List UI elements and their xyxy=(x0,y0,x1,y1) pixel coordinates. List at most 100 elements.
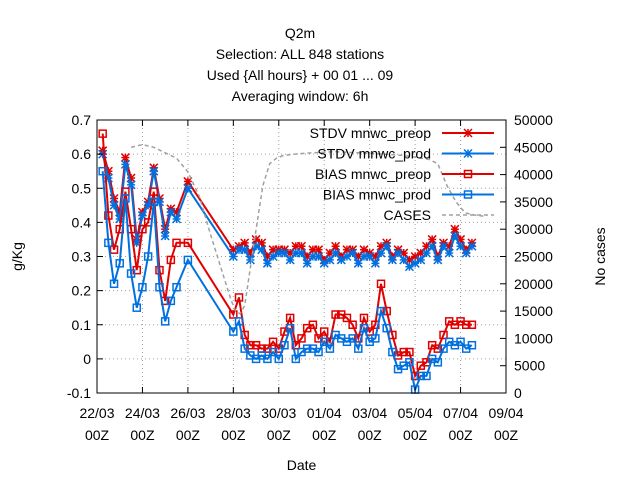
data-point xyxy=(399,347,408,357)
data-point xyxy=(257,245,267,255)
data-point xyxy=(132,303,142,312)
data-point xyxy=(325,255,335,265)
data-point xyxy=(104,238,113,248)
data-point xyxy=(160,317,170,326)
data-point xyxy=(376,306,386,316)
data-point xyxy=(149,197,159,207)
data-point xyxy=(444,248,454,258)
legend-marker xyxy=(463,128,473,138)
series-4 xyxy=(130,143,484,315)
x-tick-label-date: 03/04 xyxy=(352,405,387,421)
data-point xyxy=(120,153,130,163)
data-point xyxy=(421,248,432,258)
data-point xyxy=(149,187,159,196)
data-point xyxy=(405,347,414,357)
data-point xyxy=(263,354,272,364)
data-point xyxy=(450,224,460,234)
chart-title: Q2m Selection: ALL 848 stations Used {All … xyxy=(207,25,394,104)
data-point xyxy=(285,323,295,333)
x-tick-label-hour: 00Z xyxy=(358,427,383,443)
data-point xyxy=(467,340,477,350)
legend-label: STDV mnwc_preop xyxy=(310,125,432,141)
data-point xyxy=(348,248,358,258)
data-point xyxy=(296,241,307,251)
data-point xyxy=(285,313,295,323)
y-tick-label: 0.1 xyxy=(72,317,92,333)
data-point xyxy=(456,241,466,251)
data-point xyxy=(422,371,431,381)
data-point xyxy=(370,258,380,268)
data-point xyxy=(302,344,312,353)
y2-tick-label: 45000 xyxy=(514,139,553,155)
data-point xyxy=(302,258,312,268)
data-point xyxy=(308,320,318,329)
data-point xyxy=(405,358,414,367)
y2-tick-label: 40000 xyxy=(514,167,553,183)
y2-tick-label: 20000 xyxy=(514,276,553,292)
data-point xyxy=(348,320,357,329)
data-point xyxy=(285,255,295,265)
data-point xyxy=(354,344,363,353)
y-tick-label: 0.4 xyxy=(72,214,92,230)
data-point xyxy=(416,371,426,381)
data-point xyxy=(183,238,193,248)
data-point xyxy=(456,337,465,347)
x-tick-label-hour: 00Z xyxy=(403,427,428,443)
data-point xyxy=(274,354,284,364)
data-point xyxy=(416,255,426,265)
data-point xyxy=(262,258,272,268)
x-tick-label-hour: 00Z xyxy=(312,427,337,443)
y2-tick-label: 15000 xyxy=(514,303,553,319)
x-tick-label-date: 22/03 xyxy=(79,405,114,421)
data-point xyxy=(359,313,369,323)
legend-marker xyxy=(463,190,473,199)
data-point xyxy=(126,269,136,278)
x-tick-label-date: 09/04 xyxy=(488,405,523,421)
data-point xyxy=(359,323,369,333)
y2-tick-label: 30000 xyxy=(514,221,553,237)
data-point xyxy=(166,296,176,306)
data-point xyxy=(467,320,477,329)
y2-tick-label: 35000 xyxy=(514,194,553,210)
data-point xyxy=(331,241,341,251)
data-point xyxy=(439,330,448,340)
x-tick-label-date: 28/03 xyxy=(216,405,251,421)
data-point xyxy=(138,224,147,234)
x-axis-label: Date xyxy=(287,457,317,473)
x-tick-label-date: 05/04 xyxy=(398,405,433,421)
data-point xyxy=(115,259,124,268)
data-point xyxy=(461,248,471,258)
y-tick-label: 0.3 xyxy=(72,249,92,265)
data-point xyxy=(98,129,107,138)
y-axis-label: g/Kg xyxy=(9,242,25,271)
data-point xyxy=(319,337,329,347)
title-line: Used {All hours} + 00 01 ... 09 xyxy=(207,67,394,83)
x-tick-label-hour: 00Z xyxy=(267,427,292,443)
legend: STDV mnwc_preop STDV mnwc_prod BIAS mnwc_p… xyxy=(310,125,494,223)
data-point xyxy=(280,340,289,350)
data-point xyxy=(143,252,153,261)
data-point xyxy=(399,255,409,265)
data-point xyxy=(172,282,181,292)
legend-label: BIAS mnwc_preop xyxy=(315,166,431,182)
data-point xyxy=(325,344,335,353)
data-point xyxy=(279,248,289,258)
data-point xyxy=(245,255,255,265)
x-tick-label-date: 07/04 xyxy=(443,405,478,421)
data-point xyxy=(109,200,119,210)
legend-marker xyxy=(463,169,473,179)
data-point xyxy=(331,310,340,319)
y-tick-label: 0 xyxy=(83,351,91,367)
y2-tick-label: 5000 xyxy=(514,358,545,374)
data-point xyxy=(382,241,392,251)
y-tick-label: 0.7 xyxy=(72,112,92,128)
data-point xyxy=(393,248,403,258)
data-point xyxy=(104,211,113,220)
data-point xyxy=(109,279,119,289)
data-point xyxy=(234,317,244,326)
data-point xyxy=(427,241,437,251)
data-point xyxy=(268,337,278,347)
data-point xyxy=(149,166,159,176)
data-point xyxy=(387,255,397,265)
legend-marker xyxy=(463,148,473,159)
